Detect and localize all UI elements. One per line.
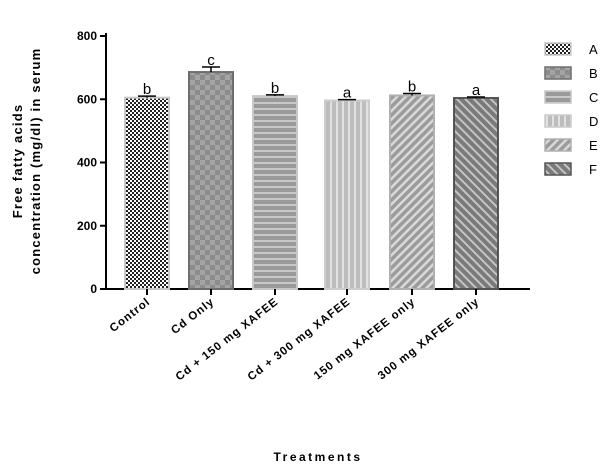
legend-swatch [544,90,572,104]
legend-label: B [589,66,598,81]
significance-label: a [472,82,481,99]
bar [188,71,234,290]
y-axis-title-line2: concentration (mg/dl) in serum [28,48,43,275]
significance-label: b [271,80,279,97]
x-tick-label: Control [108,296,153,335]
y-tick-label: 800 [77,29,97,43]
bar [324,99,370,290]
legend-swatch [544,66,572,80]
legend-label: E [589,138,598,153]
y-axis-title-line1: Free fatty acids [10,104,25,219]
legend-label: A [589,42,598,57]
legend-label: C [589,90,598,105]
legend-swatch [544,138,572,152]
bar [453,96,499,290]
significance-label: b [408,79,416,96]
y-ticks: 0 200 400 600 800 [77,29,106,296]
legend-label: F [589,162,597,177]
x-axis-title: Treatments [273,450,362,464]
x-tick-label: Cd Only [169,296,217,337]
x-tick-label: 300 mg XAFEE only [376,296,482,382]
legend-swatch [544,42,572,56]
significance-label: c [207,52,215,69]
bars: b c b a b a [124,52,499,291]
y-tick-label: 200 [77,219,97,233]
significance-label: a [343,85,352,102]
y-tick-label: 600 [77,92,97,106]
legend-label: D [589,114,598,129]
bar [124,96,170,290]
legend-swatch [544,114,572,128]
bar [389,94,435,290]
y-tick-label: 400 [77,156,97,170]
significance-label: b [143,81,151,98]
legend-swatch [544,162,572,176]
bar [252,95,298,291]
y-tick-label: 0 [90,282,97,296]
